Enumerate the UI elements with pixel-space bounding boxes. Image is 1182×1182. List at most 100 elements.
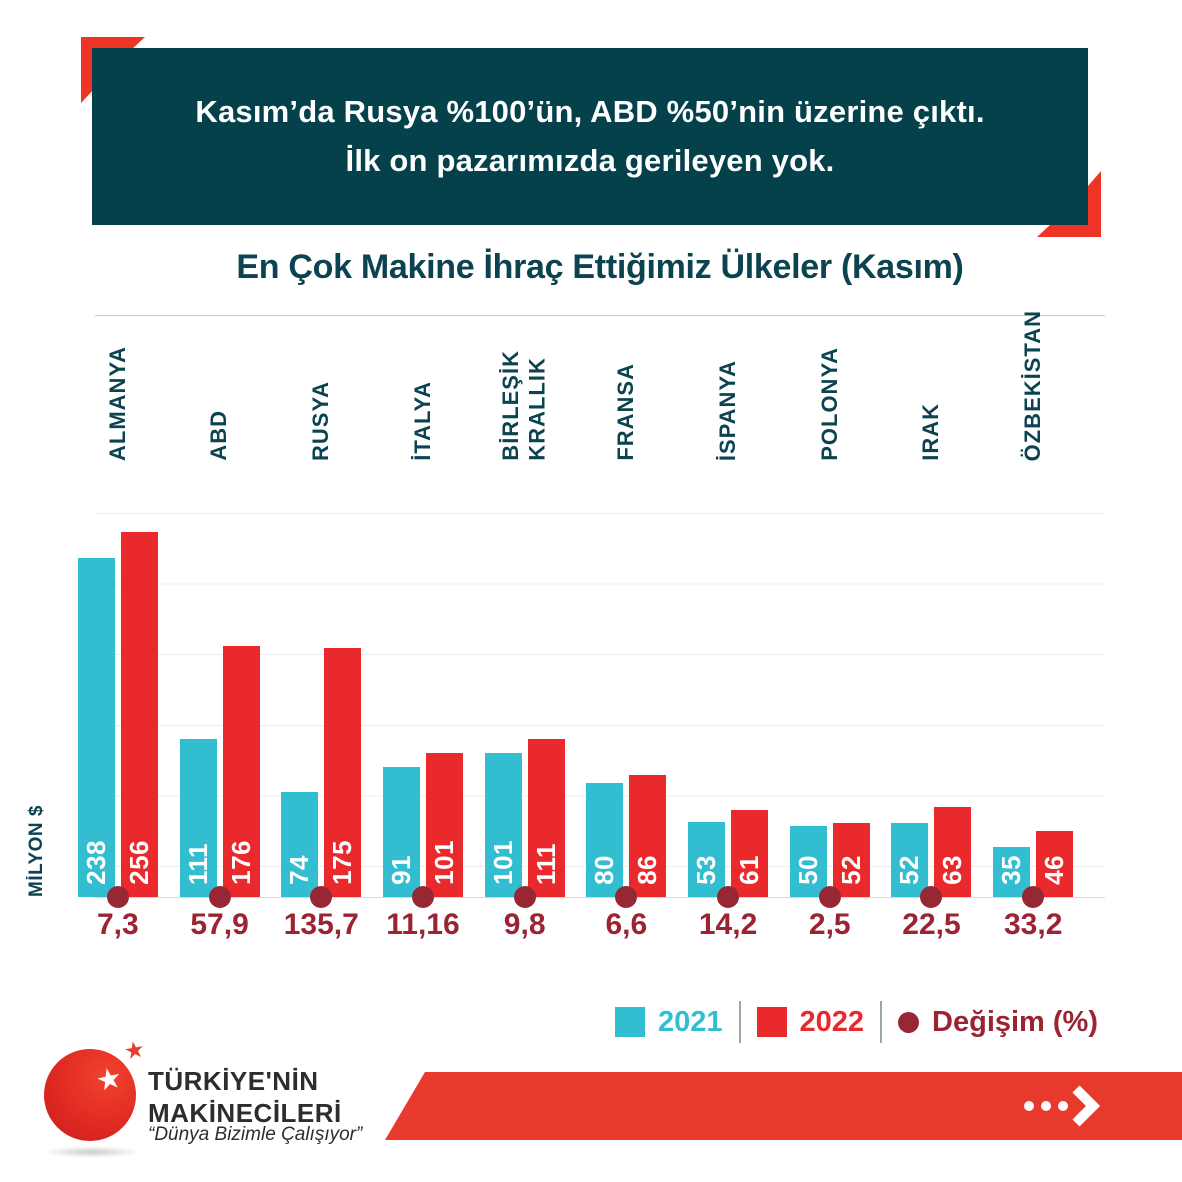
country-label-cell: RUSYA	[270, 325, 372, 461]
country-label-cell: FRANSA	[576, 325, 678, 461]
bar-2021: 52	[891, 823, 929, 897]
bar-2022: 256	[120, 532, 158, 897]
country-label: İSPANYA	[714, 359, 740, 461]
legend-item-2022: 2022	[756, 1006, 864, 1039]
change-value: 11,16	[386, 908, 460, 941]
bar-pair: 35 46	[993, 831, 1074, 908]
logo-shadow	[42, 1146, 142, 1158]
country-label-cell: ABD	[169, 325, 271, 461]
legend-divider	[738, 1001, 741, 1043]
bar-2021: 50	[789, 826, 827, 897]
bar-value-label: 52	[894, 855, 925, 885]
change-dot-icon	[615, 886, 638, 908]
change-dot-icon	[106, 886, 129, 908]
legend-swatch-2021	[615, 1007, 645, 1037]
bar-pair-cell: 35 46	[982, 513, 1084, 908]
bar-value-label: 46	[1039, 855, 1070, 885]
bar-2021: 53	[688, 822, 726, 897]
bar-pair-cell: 111 176	[169, 513, 271, 908]
bar-pair-cell: 101 111	[474, 513, 576, 908]
country-label-cell: İSPANYA	[677, 325, 779, 461]
change-dot-icon	[513, 886, 536, 908]
country-label: ALMANYA	[104, 346, 130, 461]
change-value: 6,6	[605, 908, 648, 941]
country-label-cell: BİRLEŞİK KRALLIK	[474, 325, 576, 461]
footer-banner	[385, 1072, 1182, 1140]
bar-2022: 63	[934, 807, 972, 897]
headline-line1: Kasım’da Rusya %100’ün, ABD %50’nin üzer…	[195, 94, 985, 130]
country-label-cell: IRAK	[881, 325, 983, 461]
brand-logo-circle	[44, 1049, 136, 1141]
country-label: ABD	[206, 410, 232, 461]
bar-2021: 111	[179, 739, 217, 897]
bar-value-label: 53	[691, 855, 722, 885]
bar-2022: 61	[731, 810, 769, 897]
bar-pair-cell: 91 101	[372, 513, 474, 908]
change-value: 7,3	[96, 908, 139, 941]
bar-pair-cell: 74 175	[270, 513, 372, 908]
change-dot-icon	[717, 886, 740, 908]
change-dot-icon	[818, 886, 841, 908]
chart-title: En Çok Makine İhraç Ettiğimiz Ülkeler (K…	[236, 248, 964, 286]
country-labels-row: ALMANYA ABD RUSYA İTALYA BİRLEŞİK KRALLIK FRA…	[67, 310, 1084, 461]
country-label: ÖZBEKİSTAN	[1019, 309, 1045, 461]
country-label-cell: ALMANYA	[67, 325, 169, 461]
bar-2021: 101	[484, 753, 522, 897]
bar-value-label: 256	[123, 840, 154, 885]
change-dot-icon	[208, 886, 231, 908]
change-value: 9,8	[503, 908, 546, 941]
bar-value-label: 111	[182, 842, 213, 885]
bar-2022: 176	[222, 646, 260, 897]
bar-value-label: 61	[734, 855, 765, 885]
bar-2022: 101	[425, 753, 463, 897]
bar-pair: 238 256	[77, 532, 158, 908]
bar-2021: 80	[586, 783, 624, 897]
country-label: RUSYA	[308, 381, 334, 461]
bar-pair: 52 63	[891, 807, 972, 908]
bar-2021: 74	[281, 792, 319, 897]
bar-value-label: 238	[80, 840, 111, 885]
bar-value-label: 175	[327, 840, 358, 885]
change-value: 57,9	[190, 908, 249, 941]
legend: 2021 2022 Değişim (%)	[615, 1000, 1098, 1044]
bar-value-label: 101	[428, 840, 459, 885]
bar-pair-cell: 238 256	[67, 513, 169, 908]
bar-pair-cell: 50 52	[779, 513, 881, 908]
bar-pair: 53 61	[688, 810, 769, 908]
country-label: IRAK	[918, 403, 944, 461]
country-label: İTALYA	[409, 381, 435, 461]
bar-value-label: 176	[225, 840, 256, 885]
bar-pair: 91 101	[382, 753, 463, 908]
bar-2021: 91	[382, 767, 420, 897]
bar-pair: 74 175	[281, 648, 362, 908]
brand-line2: MAKİNECİLERİ	[148, 1097, 342, 1128]
change-value: 14,2	[698, 908, 758, 941]
change-value: 22,5	[902, 908, 961, 941]
bar-value-label: 86	[632, 855, 663, 885]
dots-chevron-right-icon[interactable]	[1022, 1084, 1104, 1128]
country-label: POLONYA	[816, 347, 842, 461]
headline-line2: İlk on pazarımızda gerileyen yok.	[345, 142, 835, 178]
brand-tagline: “Dünya Bizimle Çalışıyor”	[148, 1124, 363, 1145]
bars-row: 238 256 111 176 74 175 91 101 101 111 80 86 53 61 50 52…	[67, 513, 1084, 908]
legend-label-2021: 2021	[658, 1005, 723, 1038]
bar-2022: 175	[324, 648, 362, 897]
country-label: BİRLEŞİK KRALLIK	[498, 350, 550, 461]
y-axis-unit-label: MİLYON $	[26, 805, 47, 897]
bar-value-label: 35	[996, 855, 1027, 885]
change-dot-icon	[411, 886, 434, 908]
bar-value-label: 91	[385, 855, 416, 885]
country-label-cell: İTALYA	[372, 325, 474, 461]
brand-line1: TÜRKİYE'NİN	[148, 1066, 319, 1096]
red-star-icon: ★	[121, 1035, 147, 1065]
brand-name: TÜRKİYE'NİN MAKİNECİLERİ	[148, 1066, 342, 1129]
change-value: 135,7	[283, 908, 359, 941]
country-label-cell: POLONYA	[779, 325, 881, 461]
bar-value-label: 52	[835, 855, 866, 885]
bar-value-label: 50	[792, 855, 823, 885]
bar-pair: 80 86	[586, 775, 667, 908]
bar-2022: 52	[832, 823, 870, 897]
bar-value-label: 101	[487, 840, 518, 885]
legend-item-change: Değişim (%)	[898, 1006, 1098, 1039]
